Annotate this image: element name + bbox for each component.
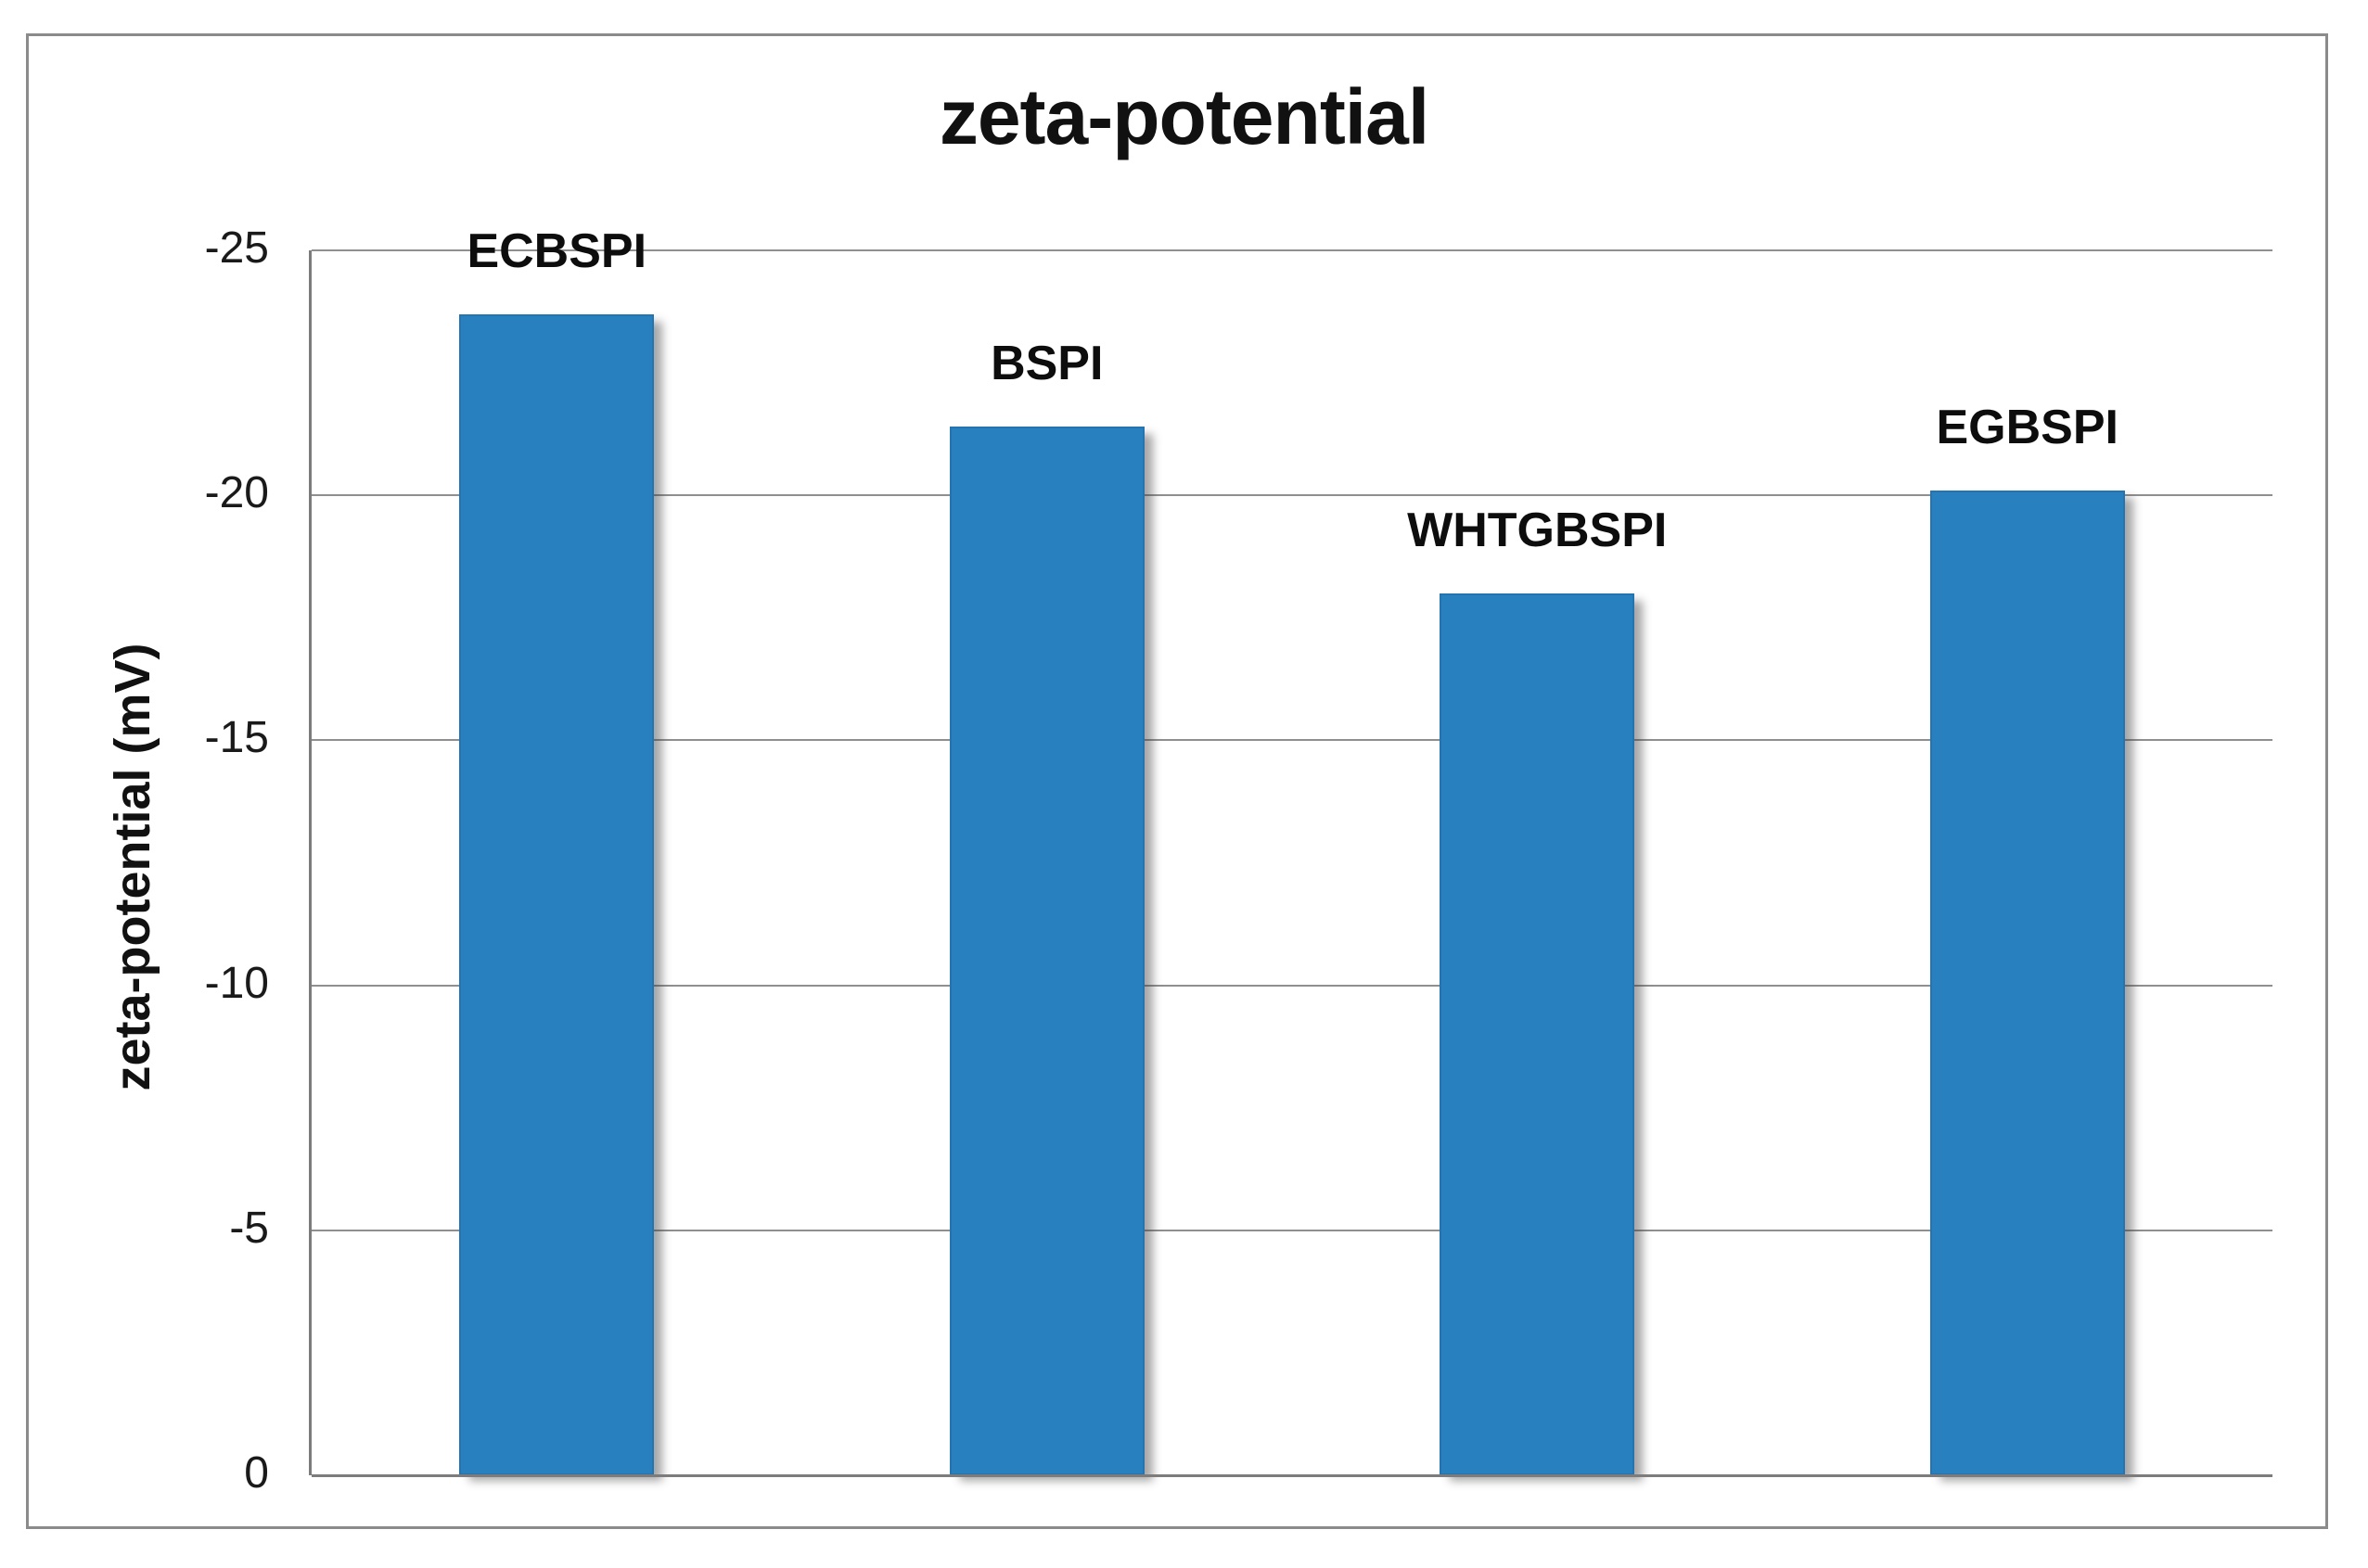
bar-ecbspi — [459, 313, 655, 1475]
bar-label-whtgbspi: WHTGBSPI — [1407, 503, 1668, 557]
gridline — [312, 249, 2272, 251]
bar-bspi — [949, 427, 1145, 1475]
y-tick-label: -5 — [229, 1203, 269, 1253]
y-tick-label: -10 — [204, 958, 269, 1008]
x-axis-line — [312, 1474, 2272, 1477]
bar-label-bspi: BSPI — [991, 337, 1104, 391]
bar-egbspi — [1929, 490, 2125, 1475]
y-tick-label: -15 — [204, 713, 269, 763]
plot-area: ECBSPI BSPI WHTGBSPI EGBSPI — [309, 227, 2272, 1477]
gridline — [312, 984, 2272, 987]
gridline — [312, 1229, 2272, 1231]
bar-label-egbspi: EGBSPI — [1936, 400, 2119, 454]
bar-label-ecbspi: ECBSPI — [467, 223, 647, 278]
gridline — [312, 739, 2272, 742]
gridline — [312, 494, 2272, 497]
y-axis-title: zeta-potential (mV) — [105, 643, 160, 1091]
bar-whtgbspi — [1440, 593, 1635, 1475]
chart-title: zeta-potential — [939, 73, 1429, 160]
y-tick-label: 0 — [244, 1448, 269, 1498]
y-tick-label: -20 — [204, 468, 269, 518]
y-tick-label: -25 — [204, 223, 269, 273]
